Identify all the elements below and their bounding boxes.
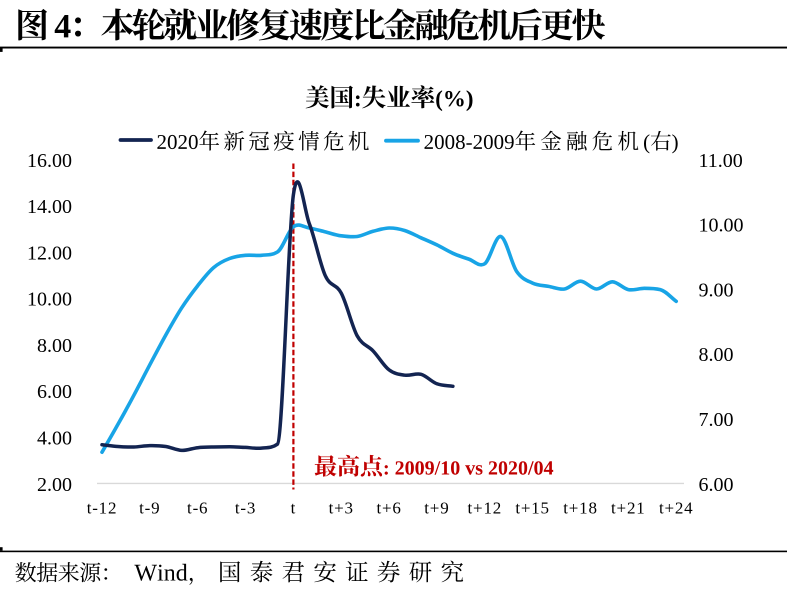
svg-text:2.00: 2.00 [37, 474, 72, 496]
svg-text:4.00: 4.00 [37, 428, 72, 450]
svg-text:t-9: t-9 [139, 499, 160, 518]
svg-text:14.00: 14.00 [27, 196, 72, 218]
svg-text:10.00: 10.00 [27, 289, 72, 311]
svg-text:t+9: t+9 [424, 499, 449, 518]
svg-text:8.00: 8.00 [699, 344, 734, 366]
svg-text:t+18: t+18 [563, 499, 598, 518]
svg-text:t+12: t+12 [468, 499, 503, 518]
svg-text:t+24: t+24 [659, 499, 694, 518]
svg-text:12.00: 12.00 [27, 242, 72, 264]
svg-text:t+21: t+21 [611, 499, 646, 518]
svg-text:9.00: 9.00 [699, 279, 734, 301]
svg-text:6.00: 6.00 [699, 474, 734, 496]
svg-text:t: t [291, 499, 297, 518]
svg-text:6.00: 6.00 [37, 381, 72, 403]
svg-text:t+6: t+6 [376, 499, 401, 518]
svg-text:7.00: 7.00 [699, 409, 734, 431]
svg-text:t+15: t+15 [515, 499, 550, 518]
svg-text:t-12: t-12 [87, 499, 118, 518]
svg-text:16.00: 16.00 [27, 150, 72, 172]
svg-text:t-3: t-3 [235, 499, 256, 518]
svg-text:t+3: t+3 [329, 499, 354, 518]
svg-text:11.00: 11.00 [699, 150, 743, 172]
svg-text:10.00: 10.00 [699, 215, 744, 237]
svg-text:t-6: t-6 [187, 499, 208, 518]
svg-text:8.00: 8.00 [37, 335, 72, 357]
